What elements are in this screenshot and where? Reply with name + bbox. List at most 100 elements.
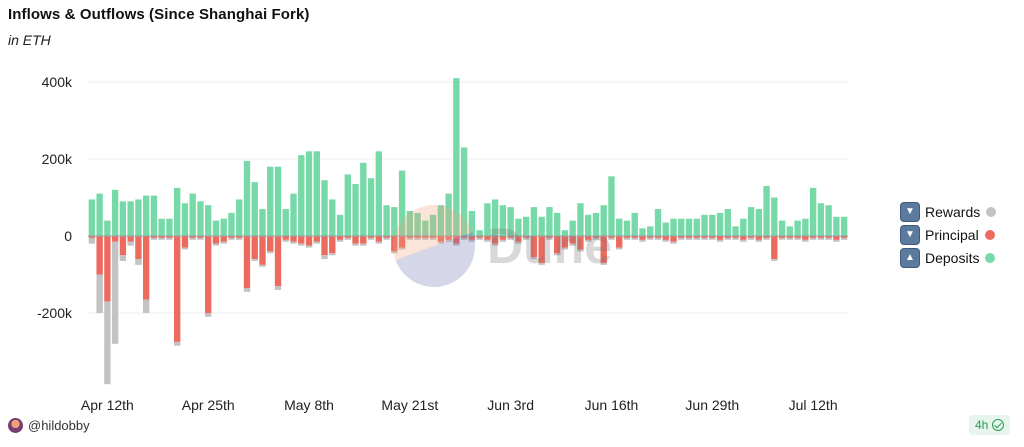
- bar-deposits[interactable]: [654, 209, 662, 236]
- bar-rewards[interactable]: [422, 237, 429, 240]
- bar-rewards[interactable]: [654, 237, 662, 240]
- bar-deposits[interactable]: [383, 205, 390, 236]
- bar-deposits[interactable]: [670, 218, 677, 236]
- bar-principal[interactable]: [616, 236, 623, 248]
- bar-deposits[interactable]: [158, 218, 165, 236]
- bar-deposits[interactable]: [259, 209, 266, 236]
- bar-deposits[interactable]: [135, 199, 142, 236]
- bar-rewards[interactable]: [693, 237, 700, 240]
- bar-deposits[interactable]: [639, 228, 646, 236]
- bar-deposits[interactable]: [592, 212, 600, 236]
- bar-principal[interactable]: [437, 236, 445, 242]
- bar-deposits[interactable]: [794, 220, 801, 236]
- bar-principal[interactable]: [197, 236, 204, 238]
- bar-deposits[interactable]: [321, 180, 328, 236]
- bar-principal[interactable]: [375, 236, 382, 242]
- bar-rewards[interactable]: [205, 313, 212, 317]
- bar-rewards[interactable]: [119, 255, 127, 262]
- bar-rewards[interactable]: [336, 239, 344, 242]
- bar-deposits[interactable]: [577, 203, 584, 236]
- bar-principal[interactable]: [678, 236, 685, 238]
- bar-rewards[interactable]: [786, 237, 794, 240]
- bar-deposits[interactable]: [375, 151, 382, 236]
- bar-deposits[interactable]: [344, 174, 351, 236]
- bar-principal[interactable]: [236, 236, 243, 238]
- bar-principal[interactable]: [127, 236, 134, 242]
- bar-deposits[interactable]: [96, 193, 103, 236]
- bar-deposits[interactable]: [585, 214, 592, 236]
- bar-deposits[interactable]: [507, 207, 514, 236]
- bar-principal[interactable]: [639, 236, 646, 240]
- bar-principal[interactable]: [259, 236, 266, 265]
- bar-principal[interactable]: [840, 236, 848, 238]
- bar-deposits[interactable]: [569, 220, 576, 236]
- bar-rewards[interactable]: [802, 239, 809, 242]
- bar-principal[interactable]: [251, 236, 258, 260]
- bar-deposits[interactable]: [205, 205, 212, 236]
- bar-rewards[interactable]: [530, 257, 538, 260]
- bar-deposits[interactable]: [732, 226, 739, 236]
- bar-deposits[interactable]: [755, 209, 762, 236]
- bar-rewards[interactable]: [585, 239, 592, 242]
- bar-deposits[interactable]: [825, 205, 832, 236]
- bar-rewards[interactable]: [600, 262, 607, 265]
- author-link[interactable]: @hildobby: [8, 418, 90, 433]
- bar-principal[interactable]: [484, 236, 491, 240]
- bar-principal[interactable]: [282, 236, 289, 240]
- bar-principal[interactable]: [670, 236, 677, 242]
- bar-principal[interactable]: [398, 236, 406, 248]
- bar-principal[interactable]: [383, 236, 390, 238]
- bar-deposits[interactable]: [802, 218, 809, 236]
- bar-deposits[interactable]: [709, 214, 716, 236]
- bar-principal[interactable]: [414, 236, 421, 238]
- bar-principal[interactable]: [554, 236, 561, 254]
- bar-rewards[interactable]: [383, 237, 390, 240]
- bar-principal[interactable]: [96, 236, 103, 275]
- bar-rewards[interactable]: [747, 237, 755, 240]
- bar-deposits[interactable]: [840, 216, 848, 236]
- bar-deposits[interactable]: [305, 151, 313, 236]
- bar-deposits[interactable]: [678, 218, 685, 236]
- bar-principal[interactable]: [104, 236, 111, 302]
- bar-principal[interactable]: [825, 236, 832, 238]
- bar-rewards[interactable]: [833, 239, 840, 242]
- legend-item-deposits[interactable]: ▲ Deposits: [900, 246, 996, 269]
- bar-rewards[interactable]: [228, 237, 235, 240]
- bar-deposits[interactable]: [647, 226, 654, 236]
- bar-deposits[interactable]: [460, 147, 468, 236]
- bar-deposits[interactable]: [181, 203, 189, 236]
- bar-deposits[interactable]: [716, 212, 724, 236]
- bar-principal[interactable]: [647, 236, 654, 238]
- bar-principal[interactable]: [833, 236, 840, 240]
- bar-principal[interactable]: [778, 236, 786, 238]
- bar-rewards[interactable]: [616, 247, 623, 250]
- bar-deposits[interactable]: [150, 195, 158, 236]
- bar-deposits[interactable]: [189, 193, 196, 236]
- bar-rewards[interactable]: [522, 237, 530, 240]
- bar-deposits[interactable]: [515, 218, 522, 236]
- bar-deposits[interactable]: [236, 199, 243, 236]
- bar-deposits[interactable]: [251, 182, 258, 236]
- bar-rewards[interactable]: [763, 237, 770, 240]
- bar-rewards[interactable]: [329, 253, 336, 256]
- bar-rewards[interactable]: [127, 241, 134, 246]
- bar-deposits[interactable]: [298, 155, 305, 236]
- bar-deposits[interactable]: [631, 212, 638, 236]
- bar-principal[interactable]: [755, 236, 762, 240]
- bar-principal[interactable]: [577, 236, 584, 250]
- legend-item-rewards[interactable]: ▼ Rewards: [900, 200, 997, 223]
- bar-deposits[interactable]: [546, 207, 553, 236]
- bar-deposits[interactable]: [429, 214, 437, 236]
- bar-principal[interactable]: [468, 236, 476, 240]
- bar-deposits[interactable]: [600, 205, 607, 236]
- bar-deposits[interactable]: [484, 203, 491, 236]
- bar-principal[interactable]: [794, 236, 801, 238]
- bar-principal[interactable]: [802, 236, 809, 240]
- bar-rewards[interactable]: [732, 237, 739, 240]
- bar-rewards[interactable]: [282, 239, 289, 242]
- bar-deposits[interactable]: [740, 218, 747, 236]
- bar-deposits[interactable]: [336, 214, 344, 236]
- bar-deposits[interactable]: [414, 212, 421, 236]
- refresh-status-badge[interactable]: 4h: [969, 415, 1011, 435]
- bar-principal[interactable]: [662, 236, 669, 240]
